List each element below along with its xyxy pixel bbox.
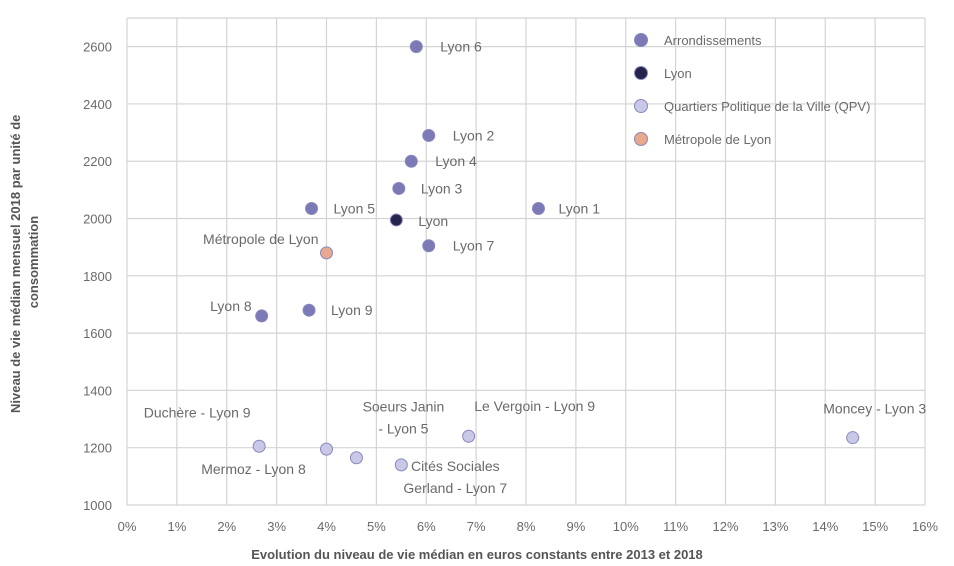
- data-label: Lyon 6: [440, 39, 482, 55]
- legend-marker: [634, 66, 648, 80]
- x-tick-label: 2%: [217, 519, 236, 534]
- x-tick-label: 10%: [613, 519, 639, 534]
- x-tick-label: 11%: [663, 519, 688, 534]
- legend-marker: [634, 33, 648, 47]
- data-point: [422, 239, 436, 253]
- data-label: Cités Sociales Gerland - Lyon 7: [403, 458, 507, 496]
- x-tick-label: 6%: [417, 519, 436, 534]
- data-point: [389, 213, 403, 227]
- legend-label: Arrondissements: [664, 33, 762, 48]
- data-point: [462, 429, 476, 443]
- y-tick-label: 1800: [83, 269, 112, 284]
- y-tick-label: 1400: [83, 383, 112, 398]
- x-tick-label: 4%: [317, 519, 336, 534]
- legend: Arrondissements Lyon Quartiers Politique d…: [634, 33, 870, 147]
- y-tick-label: 2000: [83, 212, 112, 227]
- data-point: [404, 154, 418, 168]
- data-label: Lyon 3: [421, 180, 463, 196]
- y-tick-label: 1000: [83, 498, 112, 513]
- y-tick-label: 1200: [83, 441, 112, 456]
- legend-label: Métropole de Lyon: [664, 132, 771, 147]
- grid-lines: [126, 17, 926, 506]
- x-tick-label: 12%: [712, 519, 738, 534]
- y-axis-title-line-2: consommation: [26, 216, 41, 309]
- data-label: Lyon 5: [334, 201, 376, 217]
- x-tick-label: 0%: [118, 519, 137, 534]
- x-tick-label: 13%: [762, 519, 788, 534]
- y-tick-label: 2400: [83, 97, 112, 112]
- data-label: Lyon 2: [453, 127, 495, 143]
- data-point: [349, 451, 363, 465]
- data-point: [422, 128, 436, 142]
- y-axis-title-line-1: Niveau de vie médian mensuel 2018 par un…: [8, 115, 23, 413]
- x-tick-label: 3%: [267, 519, 286, 534]
- data-label: Lyon 9: [331, 302, 373, 318]
- data-point: [252, 439, 266, 453]
- data-point: [255, 309, 269, 323]
- legend-label: Lyon: [664, 66, 692, 81]
- x-tick-label: 14%: [812, 519, 838, 534]
- y-tick-label: 2600: [83, 40, 112, 55]
- data-point: [394, 458, 408, 472]
- data-points: [252, 40, 860, 472]
- x-tick-label: 1%: [167, 519, 186, 534]
- y-tick-label: 2200: [83, 154, 112, 169]
- x-axis-title: Evolution du niveau de vie médian en eur…: [251, 547, 703, 562]
- data-label: Lyon 1: [558, 201, 600, 217]
- data-label: Mermoz - Lyon 8: [201, 461, 306, 477]
- data-point: [305, 202, 319, 216]
- data-label: Lyon: [418, 213, 448, 229]
- y-axis-ticks: 1000 1200 1400 1600 1800 2000 2200 2400 2600: [83, 40, 112, 513]
- data-point: [409, 40, 423, 54]
- x-tick-label: 16%: [912, 519, 938, 534]
- x-tick-label: 7%: [467, 519, 486, 534]
- data-label: Le Vergoin - Lyon 9: [474, 398, 595, 414]
- data-point: [392, 181, 406, 195]
- data-point: [846, 431, 860, 445]
- x-tick-label: 8%: [517, 519, 536, 534]
- data-label: Moncey - Lyon 3: [823, 401, 926, 417]
- data-label: Métropole de Lyon: [203, 231, 318, 247]
- x-tick-label: 9%: [566, 519, 585, 534]
- data-point: [302, 303, 316, 317]
- data-point: [320, 442, 333, 456]
- data-label: Soeurs Janin - Lyon 5: [363, 399, 445, 437]
- data-label: Duchère - Lyon 9: [144, 404, 251, 420]
- legend-marker: [634, 132, 648, 146]
- y-axis-title: Niveau de vie médian mensuel 2018 par un…: [8, 111, 41, 413]
- legend-marker: [634, 99, 648, 113]
- data-point: [531, 202, 545, 216]
- x-tick-label: 5%: [367, 519, 386, 534]
- x-tick-label: 15%: [862, 519, 888, 534]
- y-tick-label: 1600: [83, 326, 112, 341]
- x-axis-ticks: 0% 1% 2% 3% 4% 5% 6% 7% 8% 9% 10% 11% 12% 13% 14% 15% 16…: [118, 519, 939, 534]
- data-label: Lyon 4: [435, 153, 477, 169]
- data-label: Lyon 7: [453, 238, 495, 254]
- data-label: Lyon 8: [210, 298, 252, 314]
- legend-label: Quartiers Politique de la Ville (QPV): [664, 99, 870, 114]
- data-labels: Lyon 6 Lyon 2 Lyon 4 Lyon 3 Lyon 5 Lyon 1 Lyon…: [144, 39, 927, 496]
- data-point: [320, 246, 333, 260]
